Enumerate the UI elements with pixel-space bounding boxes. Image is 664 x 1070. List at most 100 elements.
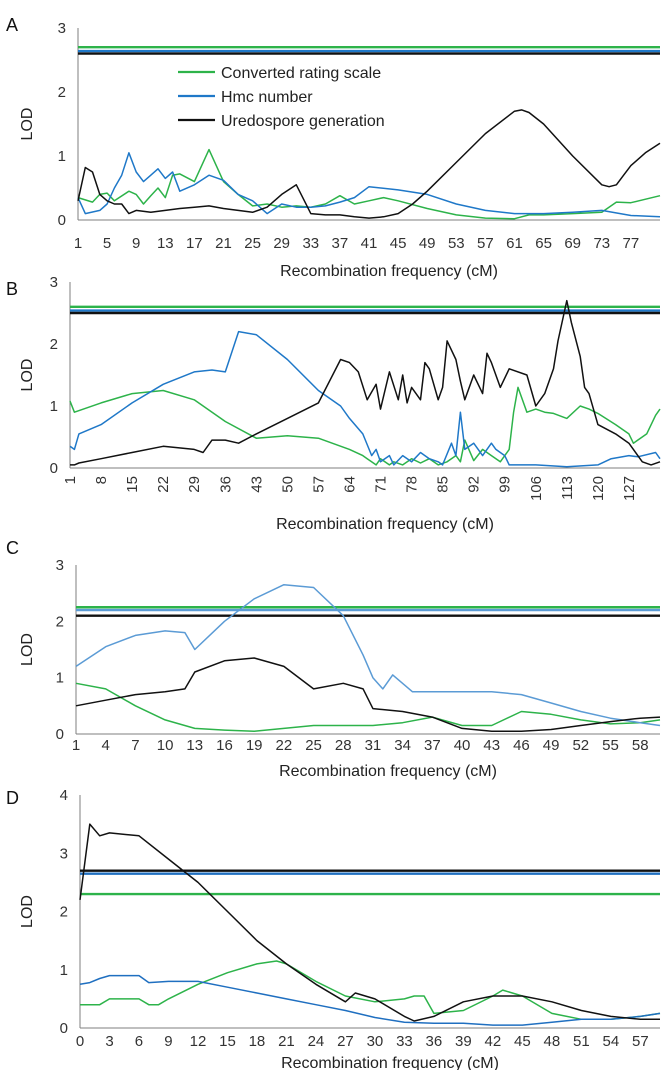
x-tick-label: 46 [513,737,530,754]
y-tick-label: 2 [60,904,68,921]
x-tick-label: 45 [390,235,407,252]
x-tick-label: 15 [124,476,141,493]
x-tick-label: 33 [302,235,319,252]
x-tick-label: 41 [361,235,378,252]
panel-d-letter: D [6,788,19,808]
x-tick-label: 43 [483,737,500,754]
x-tick-label: 22 [276,737,293,754]
y-tick-label: 1 [50,398,58,415]
y-tick-label: 2 [50,336,58,353]
x-tick-label: 36 [217,476,234,493]
series-hmc-line [77,152,661,218]
y-tick-label: 3 [58,20,66,37]
x-tick-label: 49 [419,235,436,252]
series-hmc-line [69,330,661,468]
series-hmc-line [79,974,661,1026]
panel-b-x-axis-title: Recombination frequency (cM) [276,516,494,533]
y-tick-label: 0 [60,1020,68,1037]
x-tick-label: 85 [435,476,452,493]
y-tick-label: 3 [56,557,64,574]
x-tick-label: 49 [543,737,560,754]
x-tick-label: 13 [157,235,174,252]
x-tick-label: 25 [244,235,261,252]
x-tick-label: 24 [308,1033,325,1050]
x-tick-label: 6 [135,1033,143,1050]
y-tick-label: 0 [56,726,64,743]
y-tick-label: 0 [50,460,58,477]
x-tick-label: 33 [396,1033,413,1050]
x-tick-label: 55 [602,737,619,754]
y-tick-label: 3 [50,274,58,291]
y-tick-label: 2 [56,613,64,630]
y-tick-label: 1 [58,148,66,165]
x-tick-label: 30 [367,1033,384,1050]
panel-c-y-axis-title: LOD [19,633,36,666]
x-tick-label: 113 [559,476,576,500]
x-tick-label: 25 [305,737,322,754]
x-tick-label: 9 [132,235,140,252]
x-tick-label: 1 [72,737,80,754]
x-tick-label: 92 [466,476,483,493]
panel-a-x-axis-title: Recombination frequency (cM) [280,263,498,280]
series-uredo-line [77,109,661,219]
x-tick-label: 71 [373,476,390,493]
x-tick-label: 21 [215,235,232,252]
x-tick-label: 120 [590,476,607,501]
x-tick-label: 127 [621,476,638,501]
series-converted-line [69,386,661,466]
x-tick-label: 37 [332,235,349,252]
x-tick-label: 27 [337,1033,354,1050]
y-tick-label: 1 [56,670,64,687]
x-tick-label: 73 [593,235,610,252]
x-tick-label: 58 [632,737,649,754]
panel-b-y-axis-title: LOD [19,359,36,392]
x-tick-label: 10 [157,737,174,754]
x-tick-label: 22 [155,476,172,493]
x-tick-label: 37 [424,737,441,754]
x-tick-label: 21 [278,1033,295,1050]
x-tick-label: 29 [186,476,203,493]
series-converted-line [80,960,661,1021]
x-tick-label: 39 [455,1033,472,1050]
panel-a-y-axis-title: LOD [19,108,36,141]
panel-c-letter: C [6,538,19,558]
x-tick-label: 5 [103,235,111,252]
panel-a-letter: A [6,15,18,35]
x-tick-label: 40 [454,737,471,754]
y-tick-label: 1 [60,962,68,979]
x-tick-label: 1 [62,476,79,484]
x-tick-label: 4 [102,737,110,754]
legend-uredo-label: Uredospore generation [221,113,385,130]
x-tick-label: 3 [105,1033,113,1050]
x-tick-label: 52 [572,737,589,754]
x-tick-label: 69 [564,235,581,252]
panel-c-x-axis-title: Recombination frequency (cM) [279,763,497,780]
legend-hmc-label: Hmc number [221,89,313,106]
x-tick-label: 18 [249,1033,266,1050]
panel-b-letter: B [6,279,18,299]
x-tick-label: 61 [506,235,523,252]
x-tick-label: 64 [341,476,358,493]
y-tick-label: 0 [58,212,66,229]
legend: Converted rating scale Hmc number Uredos… [178,65,385,130]
x-tick-label: 48 [544,1033,561,1050]
series-converted-line [75,682,661,732]
x-tick-label: 77 [623,235,640,252]
x-tick-label: 53 [448,235,465,252]
x-tick-label: 29 [273,235,290,252]
x-tick-label: 16 [216,737,233,754]
x-tick-label: 57 [477,235,494,252]
series-uredo-line [75,657,661,732]
x-tick-label: 54 [603,1033,620,1050]
x-tick-label: 15 [219,1033,236,1050]
x-tick-label: 7 [131,737,139,754]
y-tick-label: 3 [60,845,68,862]
x-tick-label: 42 [485,1033,502,1050]
x-tick-label: 43 [248,476,265,493]
series-converted-line [77,148,661,220]
